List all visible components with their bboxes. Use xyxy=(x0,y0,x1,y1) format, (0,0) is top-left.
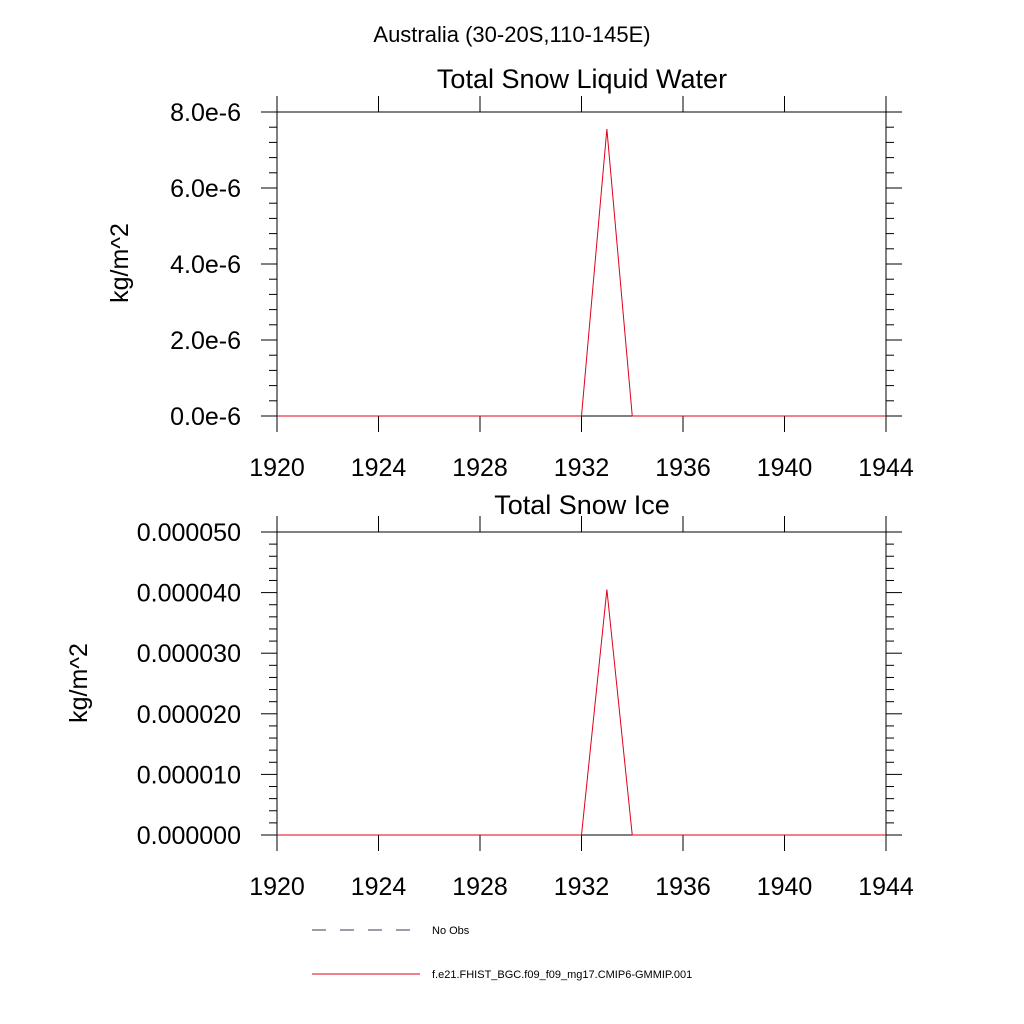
x-tick-label: 1928 xyxy=(452,873,508,901)
y-tick-label: 4.0e-6 xyxy=(170,251,241,279)
y-tick-label: 0.000000 xyxy=(137,822,241,850)
x-tick-label: 1928 xyxy=(452,454,508,482)
y-tick-label: 0.000010 xyxy=(137,761,241,789)
legend-entry-model-run: f.e21.FHIST_BGC.f09_f09_mg17.CMIP6-GMMIP… xyxy=(312,969,692,981)
panel-title: Total Snow Ice xyxy=(494,490,670,520)
x-tick-label: 1940 xyxy=(757,454,813,482)
x-tick-label: 1932 xyxy=(554,454,610,482)
panel-total-snow-ice: Total Snow Ice kg/m^2 1920 1924 1928 1932 19… xyxy=(65,490,914,901)
x-tick-label: 1944 xyxy=(858,873,914,901)
y-tick-label: 0.0e-6 xyxy=(170,403,241,431)
plot-frame xyxy=(276,111,887,417)
plot-frame xyxy=(276,531,887,836)
panel-total-snow-liquid-water: Total Snow Liquid Water kg/m^2 1920 1924 1… xyxy=(106,64,914,482)
y-tick-label: 6.0e-6 xyxy=(170,175,241,203)
x-tick-label: 1940 xyxy=(757,873,813,901)
legend-label: f.e21.FHIST_BGC.f09_f09_mg17.CMIP6-GMMIP… xyxy=(432,969,692,981)
panel-title: Total Snow Liquid Water xyxy=(437,64,727,94)
y-tick-label: 0.000050 xyxy=(137,519,241,547)
x-tick-label: 1924 xyxy=(351,454,407,482)
legend-entry-no-obs: No Obs xyxy=(312,925,470,937)
series-line-0 xyxy=(277,589,886,836)
y-axis-label: kg/m^2 xyxy=(106,223,134,303)
x-tick-label: 1920 xyxy=(249,873,305,901)
x-tick-label: 1944 xyxy=(858,454,914,482)
y-tick-label: 0.000040 xyxy=(137,580,241,608)
y-tick-label: 8.0e-6 xyxy=(170,99,241,127)
x-tick-label: 1920 xyxy=(249,454,305,482)
legend-label: No Obs xyxy=(432,925,470,937)
legend: No Obs f.e21.FHIST_BGC.f09_f09_mg17.CMIP… xyxy=(312,925,692,981)
x-tick-label: 1936 xyxy=(655,454,711,482)
y-tick-label: 0.000030 xyxy=(137,640,241,668)
series-line-0 xyxy=(277,129,886,417)
y-tick-label: 2.0e-6 xyxy=(170,327,241,355)
figure-suptitle: Australia (30-20S,110-145E) xyxy=(373,22,650,47)
y-tick-label: 0.000020 xyxy=(137,701,241,729)
x-tick-label: 1936 xyxy=(655,873,711,901)
y-axis-label: kg/m^2 xyxy=(65,643,93,723)
x-tick-label: 1924 xyxy=(351,873,407,901)
x-tick-label: 1932 xyxy=(554,873,610,901)
